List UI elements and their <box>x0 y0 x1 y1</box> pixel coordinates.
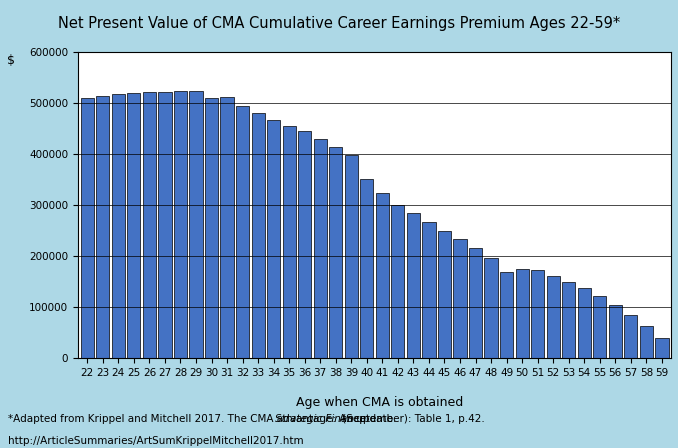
Bar <box>422 222 435 358</box>
Bar <box>578 288 591 358</box>
Bar <box>376 193 389 358</box>
Bar <box>252 113 264 358</box>
Bar <box>236 106 250 358</box>
Bar <box>127 94 140 358</box>
Bar <box>298 131 311 358</box>
Bar <box>344 155 358 358</box>
Bar <box>546 276 560 358</box>
Bar <box>96 96 109 358</box>
Bar <box>220 97 234 358</box>
Bar <box>267 120 280 358</box>
Bar <box>515 269 529 358</box>
Bar <box>407 213 420 358</box>
Bar <box>391 205 405 358</box>
Text: *Adapted from Krippel and Mitchell 2017. The CMA advantage: An update.: *Adapted from Krippel and Mitchell 2017.… <box>8 414 400 424</box>
Bar <box>360 179 374 358</box>
Bar <box>531 271 544 358</box>
Bar <box>283 126 296 358</box>
Bar <box>174 91 187 358</box>
Text: Age when CMA is obtained: Age when CMA is obtained <box>296 396 463 409</box>
Bar <box>624 315 637 358</box>
Bar <box>500 272 513 358</box>
Bar <box>159 92 172 358</box>
Bar <box>562 282 576 358</box>
Bar <box>112 95 125 358</box>
Bar <box>593 296 606 358</box>
Text: (September): Table 1, p.42.: (September): Table 1, p.42. <box>339 414 485 424</box>
Bar <box>640 326 653 358</box>
Bar <box>485 258 498 358</box>
Text: http://ArticleSummaries/ArtSumKrippelMitchell2017.htm: http://ArticleSummaries/ArtSumKrippelMit… <box>8 436 304 446</box>
Bar <box>143 92 156 358</box>
Bar <box>609 305 622 358</box>
Bar <box>314 139 327 358</box>
Bar <box>81 98 94 358</box>
Text: Net Present Value of CMA Cumulative Career Earnings Premium Ages 22-59*: Net Present Value of CMA Cumulative Care… <box>58 16 620 30</box>
Bar <box>438 231 451 358</box>
Bar <box>469 248 482 358</box>
Bar <box>454 239 466 358</box>
Text: Strategic Finance: Strategic Finance <box>275 414 366 424</box>
Bar <box>205 98 218 358</box>
Text: $: $ <box>7 54 15 67</box>
Bar <box>330 147 342 358</box>
Bar <box>189 91 203 358</box>
Bar <box>656 338 669 358</box>
